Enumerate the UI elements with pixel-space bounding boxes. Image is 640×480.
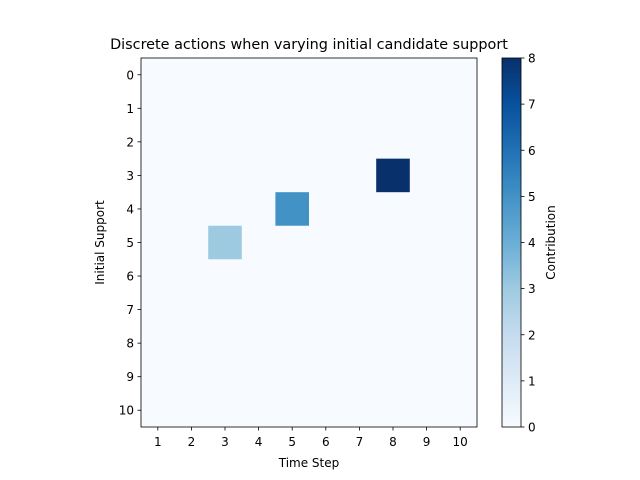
x-tick-label: 4 (255, 435, 263, 449)
colorbar-gradient (501, 57, 522, 428)
heatmap-background (141, 58, 477, 427)
x-tick-label: 8 (389, 435, 397, 449)
colorbar-tick-label: 8 (528, 52, 536, 66)
x-tick-label: 1 (154, 435, 162, 449)
y-tick-label: 9 (126, 370, 134, 384)
colorbar-label: Contribution (544, 205, 558, 280)
x-tick-label: 7 (356, 435, 364, 449)
y-tick-label: 5 (126, 236, 134, 250)
y-tick-label: 6 (126, 270, 134, 284)
colorbar-ticks: 0 1 2 3 4 5 6 7 8 (521, 52, 536, 435)
colorbar-tick-label: 4 (528, 236, 536, 250)
heatmap-cell (208, 225, 242, 260)
x-tick-label: 6 (322, 435, 330, 449)
colorbar-tick-label: 7 (528, 98, 536, 112)
colorbar-tick-label: 6 (528, 144, 536, 158)
y-tick-label: 10 (119, 404, 134, 418)
colorbar-tick-label: 3 (528, 282, 536, 296)
y-tick-label: 8 (126, 337, 134, 351)
y-tick-label: 0 (126, 68, 134, 82)
y-tick-label: 2 (126, 135, 134, 149)
y-axis-label: Initial Support (93, 200, 107, 285)
heatmap-cell (275, 192, 309, 226)
heatmap-cells (208, 158, 410, 260)
colorbar: 0 1 2 3 4 5 6 7 8 Contribution (501, 52, 558, 435)
x-tick-label: 10 (453, 435, 468, 449)
colorbar-tick-label: 5 (528, 190, 536, 204)
colorbar-tick-label: 2 (528, 328, 536, 342)
colorbar-tick-label: 1 (528, 374, 536, 388)
heatmap-cell (376, 158, 410, 193)
y-tick-label: 1 (126, 102, 134, 116)
colorbar-tick-label: 0 (528, 421, 536, 435)
x-axis-ticks: 1 2 3 4 5 6 7 8 9 10 (154, 427, 468, 449)
y-tick-label: 7 (126, 303, 134, 317)
x-tick-label: 9 (423, 435, 431, 449)
x-axis-label: Time Step (278, 456, 340, 470)
x-tick-label: 5 (288, 435, 296, 449)
chart-title: Discrete actions when varying initial ca… (110, 37, 508, 53)
x-tick-label: 2 (188, 435, 196, 449)
y-axis-ticks: 0 1 2 3 4 5 6 7 8 9 10 (119, 68, 141, 418)
plot-area: 1 2 3 4 5 6 7 8 9 10 0 1 2 3 4 5 6 7 8 9 10 (119, 57, 478, 449)
y-tick-label: 4 (126, 202, 134, 216)
y-tick-label: 3 (126, 169, 134, 183)
x-tick-label: 3 (221, 435, 229, 449)
